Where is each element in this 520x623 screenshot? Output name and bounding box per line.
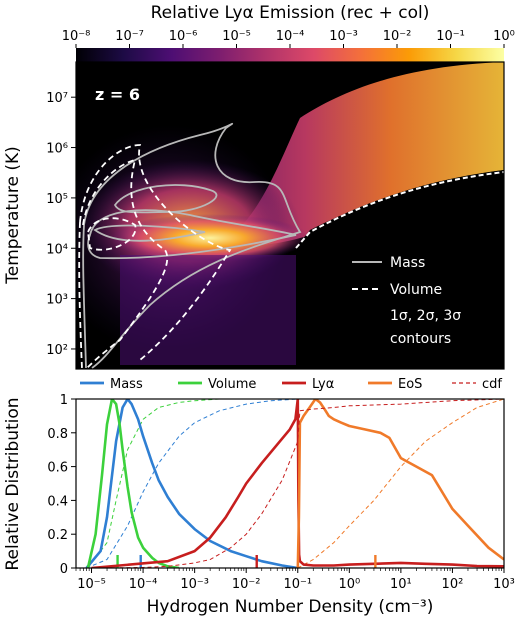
volume-contour-1sigma [87,217,137,251]
cdf-curve-volume [87,399,220,568]
density-tick-label: 10⁻³ [180,577,209,592]
mass-contour-1sigma [93,224,206,242]
colorbar-tick-label: 10⁻³ [329,29,358,44]
cdf-curve-cdf [91,399,504,568]
density-tick-label: 10⁰ [338,577,360,592]
cdf-curve-eos [297,399,504,568]
colorbar-tick-label: 10⁻⁶ [169,29,198,44]
density-tick-label: 10⁻¹ [283,577,312,592]
mass-contour-2sigma [87,209,297,260]
colorbar-tick-label: 10⁻⁷ [115,29,144,44]
legend-label-volume: Volume [208,377,256,392]
contour-legend: Mass Volume 1σ, 2σ, 3σ contours [352,255,461,347]
legend-label-mass: Mass [110,377,143,392]
density-tick-label: 10¹ [390,577,412,592]
density-tick-label: 10³ [493,577,515,592]
mass-contour-3sigma [82,122,302,369]
density-tick-label: 10⁻⁵ [77,577,106,592]
volume-contour-2sigma [82,158,169,369]
legend-label-cdf: cdf [482,377,502,392]
density-tick-label: 10² [442,577,464,592]
volume-contours [78,144,232,369]
temperature-axis-label: Temperature (K) [3,146,23,285]
series-line-volume [86,399,180,568]
legend-label-lya: Lyα [312,377,334,392]
emission-heatmap-panel: Relative Lyα Emission (rec + col) 10⁻⁸ 10… [3,3,515,370]
distribution-tick-label: 0 [60,562,68,577]
temperature-tick-label: 10⁵ [46,192,68,207]
distribution-legend: Mass Volume Lyα EoS cdf [80,377,502,392]
distribution-tick-label: 0.2 [47,528,68,543]
distribution-panel: Mass Volume Lyα EoS cdf 00.20.40.60.81 10⁻⁵ 1… [3,377,515,617]
temperature-tick-label: 10³ [46,293,68,308]
distribution-tick-label: 0.6 [47,461,68,476]
colorbar-tick-label: 10⁻² [383,29,412,44]
heatmap-cold-column [120,255,296,365]
temperature-tick-label: 10⁶ [46,142,68,157]
mass-contours [82,122,302,369]
legend-label-eos: EoS [398,377,422,392]
volume-legend-label: Volume [390,282,442,298]
density-tick-label: 10⁻² [232,577,261,592]
series-line-eos [296,399,504,568]
colorbar-tick-label: 10⁻¹ [436,29,465,44]
temperature-tick-label: 10² [46,343,68,358]
temperature-axis: 10² 10³ 10⁴ 10⁵ 10⁶ 10⁷ [46,91,76,358]
distribution-tick-label: 0.4 [47,494,68,509]
distribution-tick-label: 1 [60,393,68,408]
mass-legend-label: Mass [390,255,425,271]
heatmap-excluded-region [296,170,504,369]
distribution-plot-area [85,399,504,568]
redshift-annotation: z = 6 [95,85,140,104]
contour-note-line1: 1σ, 2σ, 3σ [390,308,461,324]
temperature-tick-label: 10⁴ [46,242,68,257]
colorbar-tick-label: 10⁻⁴ [276,29,305,44]
colorbar-tick-label: 10⁰ [493,29,515,44]
hydrogen-density-axis-label: Hydrogen Number Density (cm⁻³) [147,597,434,617]
volume-contour-3sigma [78,144,232,369]
distribution-tick-label: 0.8 [47,427,68,442]
colorbar-tick-label: 10⁻⁸ [62,29,91,44]
heatmap-area [76,62,504,369]
colorbar [76,48,504,62]
temperature-tick-label: 10⁷ [46,91,68,106]
eos-boundary-line [295,171,504,249]
relative-distribution-axis-label: Relative Distribution [3,397,23,570]
relative-distribution-axis: 0 0.2 0.4 0.6 0.8 1 [47,393,76,577]
colorbar-ticks: 10⁻⁸ 10⁻⁷ 10⁻⁶ 10⁻⁵ 10⁻⁴ 10⁻³ 10⁻² 10⁻¹ 10⁰ [62,29,515,48]
hydrogen-density-axis: 10⁻⁵ 10⁻⁴ 10⁻³ 10⁻² 10⁻¹ 10⁰ 10¹ 10² 10³ [75,568,515,592]
heatmap-frame [75,61,505,370]
colorbar-tick-label: 10⁻⁵ [222,29,251,44]
series-line-mass [85,399,299,568]
contour-note-line2: contours [390,331,451,347]
density-tick-label: 10⁻⁴ [129,577,158,592]
heatmap-title: Relative Lyα Emission (rec + col) [151,3,430,23]
